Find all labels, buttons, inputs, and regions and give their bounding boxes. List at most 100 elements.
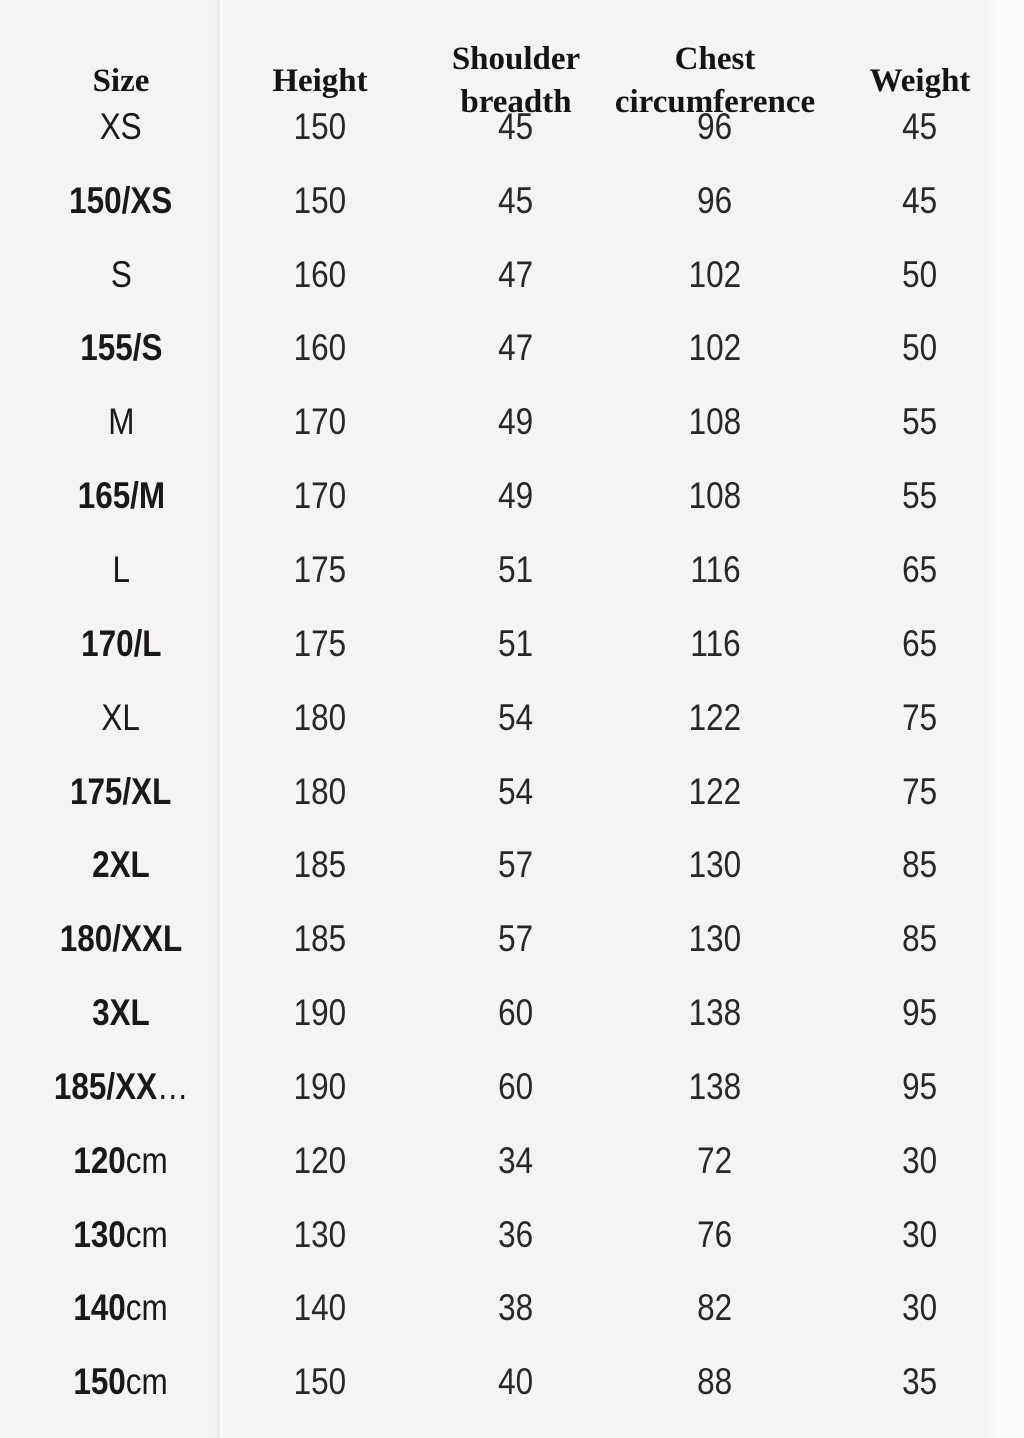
column-header-weight: Weight [869,62,971,99]
size-label-strong: 140 [73,1287,127,1329]
cell-height: 130 [222,1198,418,1272]
shoulder-value: 57 [498,918,534,960]
chest-value: 82 [697,1287,733,1329]
cell-chest: 102 [614,312,816,386]
cell-weight: 65 [816,533,1024,607]
size-label-strong: 130 [73,1213,127,1255]
cell-size: 170/L [0,607,222,681]
size-label-normal: L [112,548,130,590]
height-value: 190 [293,992,347,1034]
cell-chest: 116 [614,533,816,607]
cell-chest: 108 [614,385,816,459]
cell-height: 190 [222,1050,418,1124]
table-row: 185/XX… 190 60 138 95 [0,1050,1024,1124]
cell-height: 180 [222,681,418,755]
cell-chest: 138 [614,976,816,1050]
cell-weight: 30 [816,1272,1024,1346]
shoulder-value: 49 [498,475,534,517]
cell-height: 150 [222,164,418,238]
cell-weight: 55 [816,385,1024,459]
cell-shoulder: 57 [418,828,614,902]
weight-value: 85 [902,918,938,960]
weight-value: 65 [902,548,938,590]
shoulder-value: 57 [498,844,534,886]
size-label-normal: XS [100,105,142,147]
height-value: 180 [293,696,347,738]
cell-shoulder: 45 [418,90,614,164]
cell-size: L [0,533,222,607]
column-header-shoulder: Shoulder breadth [451,41,581,120]
cell-size: M [0,385,222,459]
size-label-strong: 2XL [92,844,150,886]
cell-chest: 130 [614,902,816,976]
height-value: 150 [293,1361,347,1403]
chest-value: 116 [689,622,741,664]
cell-weight: 50 [816,238,1024,312]
column-header-height: Height [272,62,368,99]
chest-value: 72 [697,1139,733,1181]
size-chart-scroll-area[interactable]: XS 150 45 96 45 150/XS 150 45 96 45 S 160 47 102 50 155… [0,90,1024,1419]
shoulder-value: 34 [498,1139,534,1181]
cell-shoulder: 49 [418,385,614,459]
column-header-chest: Chest circumference [614,41,816,120]
cell-height: 185 [222,828,418,902]
cell-shoulder: 45 [418,164,614,238]
shoulder-value: 47 [498,253,534,295]
table-row: 120cm 120 34 72 30 [0,1124,1024,1198]
height-value: 185 [293,918,347,960]
chest-value: 102 [688,327,742,369]
table-row: 150cm 150 40 88 35 [0,1345,1024,1419]
cell-shoulder: 47 [418,312,614,386]
cell-size: 175/XL [0,755,222,829]
shoulder-value: 47 [498,327,534,369]
height-value: 170 [293,475,347,517]
cell-height: 160 [222,238,418,312]
size-label-normal: cm [126,1287,169,1329]
size-label-normal: XL [101,696,141,738]
cell-height: 150 [222,90,418,164]
cell-weight: 85 [816,828,1024,902]
cell-size: 120cm [0,1124,222,1198]
table-row: L 175 51 116 65 [0,533,1024,607]
shoulder-value: 51 [498,622,534,664]
weight-value: 30 [902,1139,938,1181]
table-row: M 170 49 108 55 [0,385,1024,459]
cell-height: 120 [222,1124,418,1198]
shoulder-value: 36 [498,1213,534,1255]
cell-size: XL [0,681,222,755]
cell-height: 175 [222,533,418,607]
height-value: 130 [293,1213,347,1255]
cell-weight: 30 [816,1124,1024,1198]
cell-height: 190 [222,976,418,1050]
weight-value: 55 [902,475,938,517]
size-label-normal: cm [126,1361,169,1403]
cell-height: 170 [222,459,418,533]
chest-value: 138 [688,992,742,1034]
height-value: 120 [293,1139,347,1181]
table-row: 140cm 140 38 82 30 [0,1272,1024,1346]
chest-value: 88 [697,1361,733,1403]
shoulder-value: 49 [498,401,534,443]
size-label-strong: 185/XX [53,1065,157,1107]
cell-size: 130cm [0,1198,222,1272]
height-value: 185 [293,844,347,886]
cell-chest: 96 [614,164,816,238]
cell-weight: 55 [816,459,1024,533]
cell-chest: 102 [614,238,816,312]
weight-value: 95 [902,1065,938,1107]
size-label-normal: … [156,1065,189,1107]
chest-value: 122 [688,770,742,812]
weight-value: 50 [902,327,938,369]
cell-shoulder: 60 [418,1050,614,1124]
cell-weight: 45 [816,90,1024,164]
weight-value: 75 [902,696,938,738]
cell-height: 180 [222,755,418,829]
shoulder-value: 60 [498,992,534,1034]
cell-shoulder: 49 [418,459,614,533]
height-value: 160 [293,327,347,369]
cell-size: S [0,238,222,312]
cell-chest: 138 [614,1050,816,1124]
cell-shoulder: 36 [418,1198,614,1272]
cell-chest: 108 [614,459,816,533]
table-row: S 160 47 102 50 [0,238,1024,312]
